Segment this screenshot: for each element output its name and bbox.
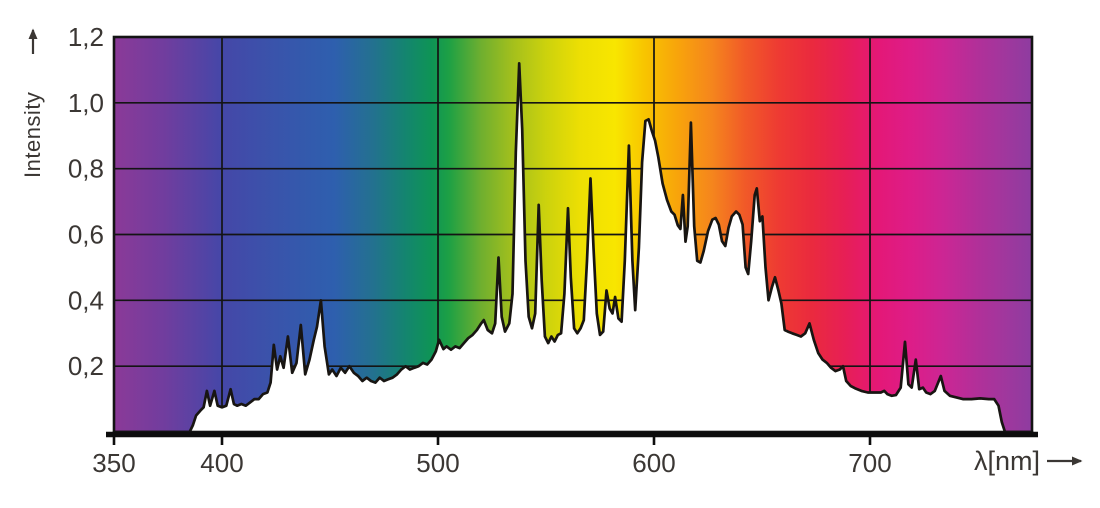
y-axis-title-group: Intensity — [20, 28, 45, 178]
y-tick-label-1_0: 1,0 — [68, 88, 104, 118]
x-axis-title-group: λ[nm] — [974, 446, 1083, 476]
y-tick-label-0_2: 0,2 — [68, 351, 104, 381]
x-tick-label-350: 350 — [92, 448, 135, 478]
x-axis-title: λ[nm] — [974, 446, 1040, 476]
y-tick-label-1_2: 1,2 — [68, 22, 104, 52]
intensity-curve — [112, 61, 1034, 434]
x-tick-label-600: 600 — [632, 448, 675, 478]
x-tick-label-400: 400 — [200, 448, 243, 478]
y-tick-label-0_6: 0,6 — [68, 220, 104, 250]
y-tick-label-0_4: 0,4 — [68, 285, 104, 315]
plot-area: 350 400 500 600 700 1,2 1,0 0,8 0,6 0,4 0,2 — [68, 22, 1038, 478]
x-tick-label-700: 700 — [848, 448, 891, 478]
y-axis-title: Intensity — [20, 92, 45, 178]
area-under-curve — [114, 63, 1032, 433]
y-tick-label-0_8: 0,8 — [68, 154, 104, 184]
x-tick-label-500: 500 — [416, 448, 459, 478]
